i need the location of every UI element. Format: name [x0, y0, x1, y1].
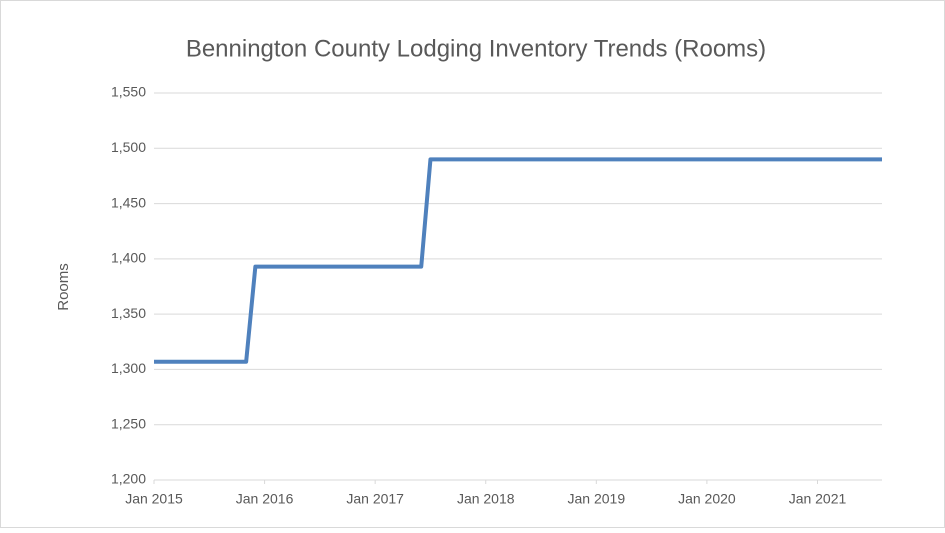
y-axis-title: Rooms	[55, 263, 72, 311]
data-line	[154, 157, 882, 364]
y-tick-label: 1,350	[111, 305, 146, 321]
x-tick-label: Jan 2021	[789, 491, 847, 507]
x-tick-label: Jan 2017	[346, 491, 404, 507]
y-tick-label: 1,450	[111, 194, 146, 210]
y-tick-label: 1,550	[111, 84, 146, 100]
x-tick-label: Jan 2018	[457, 491, 515, 507]
y-tick-label: 1,200	[111, 471, 146, 487]
x-tick-label: Jan 2016	[236, 491, 294, 507]
x-tick-label: Jan 2020	[678, 491, 736, 507]
y-tick-label: 1,500	[111, 139, 146, 155]
y-tick-label: 1,300	[111, 360, 146, 376]
x-tick-label: Jan 2015	[125, 491, 183, 507]
y-tick-label: 1,250	[111, 415, 146, 431]
x-tick-label: Jan 2019	[568, 491, 626, 507]
chart-title: Bennington County Lodging Inventory Tren…	[186, 35, 766, 62]
y-tick-label: 1,400	[111, 250, 146, 266]
